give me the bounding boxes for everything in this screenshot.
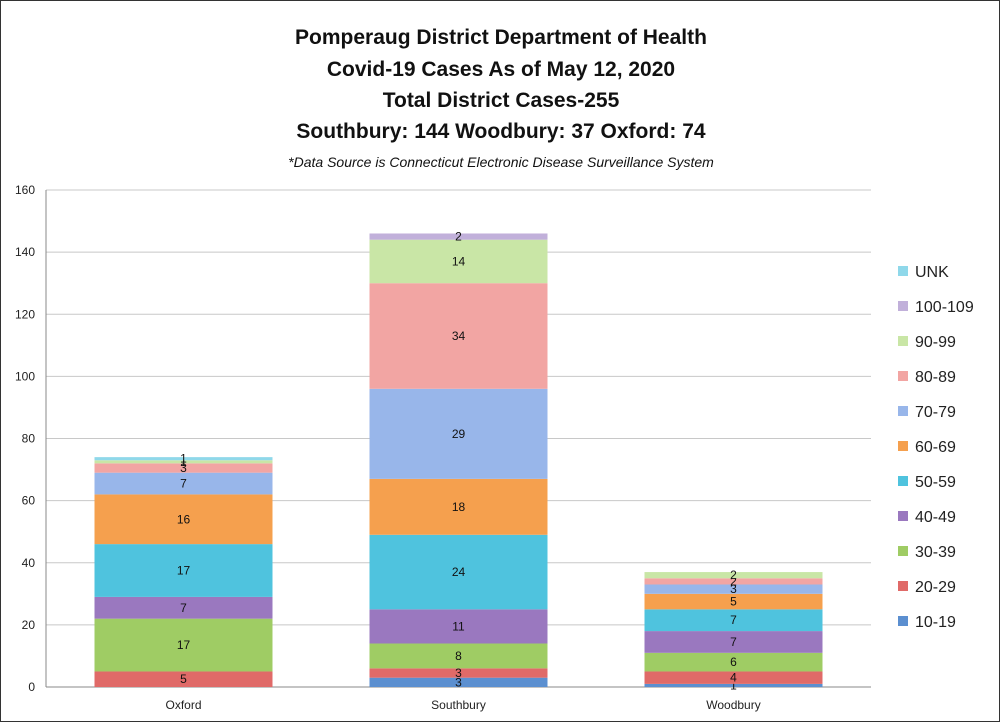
data-label: 2 xyxy=(455,230,462,244)
legend-swatch xyxy=(898,336,908,346)
y-tick-label: 0 xyxy=(28,680,35,694)
data-label: 7 xyxy=(180,601,187,615)
bar-segment xyxy=(94,463,273,473)
data-label: 1 xyxy=(180,455,187,469)
bar-segment xyxy=(644,683,823,687)
legend-swatch xyxy=(898,616,908,626)
data-label: 1 xyxy=(180,452,187,466)
data-label: 5 xyxy=(180,672,187,686)
bar-segment xyxy=(644,671,823,684)
bar-segment xyxy=(94,494,273,545)
bar-segment xyxy=(644,584,823,594)
data-label: 3 xyxy=(180,461,187,475)
data-label: 3 xyxy=(455,675,462,689)
data-label: 3 xyxy=(730,582,737,596)
data-label: 5 xyxy=(730,595,737,609)
bar-segment xyxy=(369,478,548,535)
y-tick-label: 160 xyxy=(15,183,35,197)
data-label: 17 xyxy=(177,564,191,578)
chart-title-line-4: Southbury: 144 Woodbury: 37 Oxford: 74 xyxy=(296,120,706,143)
data-label: 2 xyxy=(730,568,737,582)
legend-swatch xyxy=(898,406,908,416)
bar-segment xyxy=(369,643,548,669)
bar-segment xyxy=(94,544,273,597)
legend-swatch xyxy=(898,441,908,451)
bar-segment xyxy=(369,233,548,240)
y-tick-label: 20 xyxy=(22,618,36,632)
data-source-note: *Data Source is Connecticut Electronic D… xyxy=(288,154,714,170)
bar-segment xyxy=(94,460,273,464)
bar-segment xyxy=(644,609,823,632)
bar-segment xyxy=(369,677,548,687)
data-label: 24 xyxy=(452,565,466,579)
bar-segment xyxy=(644,578,823,585)
data-label: 7 xyxy=(730,635,737,649)
y-tick-label: 100 xyxy=(15,369,35,383)
data-label: 4 xyxy=(730,671,737,685)
bar-segment xyxy=(369,534,548,610)
legend-swatch xyxy=(898,371,908,381)
bar-segment xyxy=(94,457,273,461)
legend-label: 30-39 xyxy=(915,544,956,561)
y-tick-label: 140 xyxy=(15,245,35,259)
legend-label: 20-29 xyxy=(915,579,956,596)
x-tick-label: Woodbury xyxy=(706,698,760,712)
data-label: 8 xyxy=(455,649,462,663)
data-label: 29 xyxy=(452,427,466,441)
bar-segment xyxy=(369,668,548,678)
data-label: 14 xyxy=(452,254,466,268)
bar-segment xyxy=(369,388,548,479)
bar-segment xyxy=(369,609,548,644)
data-label: 2 xyxy=(730,574,737,588)
legend-label: 50-59 xyxy=(915,474,956,491)
x-tick-label: Southbury xyxy=(431,698,486,712)
bar-segment xyxy=(644,593,823,610)
bar-segment xyxy=(94,596,273,619)
bar-segment xyxy=(94,472,273,495)
data-label: 7 xyxy=(730,613,737,627)
legend-label: UNK xyxy=(915,264,949,281)
legend-label: 40-49 xyxy=(915,509,956,526)
data-label: 3 xyxy=(455,666,462,680)
data-label: 7 xyxy=(180,477,187,491)
legend-label: 80-89 xyxy=(915,369,956,386)
y-tick-label: 80 xyxy=(22,432,36,446)
legend-swatch xyxy=(898,301,908,311)
data-label: 34 xyxy=(452,329,466,343)
chart-title-line-2: Covid-19 Cases As of May 12, 2020 xyxy=(326,58,676,81)
data-label: 1 xyxy=(730,678,737,692)
bar-segment xyxy=(644,631,823,653)
legend-label: 10-19 xyxy=(915,614,956,631)
bar-segment xyxy=(94,618,273,672)
legend-label: 60-69 xyxy=(915,439,956,456)
legend-swatch xyxy=(898,476,908,486)
data-label: 11 xyxy=(452,619,465,633)
y-tick-label: 60 xyxy=(22,494,36,508)
legend-label: 100-109 xyxy=(915,299,974,316)
bar-segment xyxy=(369,283,548,389)
legend-swatch xyxy=(898,266,908,276)
data-label: 6 xyxy=(730,655,737,669)
data-label: 17 xyxy=(177,638,191,652)
chart-title-line-1: Pomperaug District Department of Health xyxy=(295,26,707,49)
legend-swatch xyxy=(898,546,908,556)
bar-segment xyxy=(644,572,823,579)
bar-segment xyxy=(369,239,548,284)
legend-label: 70-79 xyxy=(915,404,956,421)
chart-title-line-3: Total District Cases-255 xyxy=(382,89,620,112)
bar-segment xyxy=(94,671,273,687)
legend-swatch xyxy=(898,511,908,521)
bar-segment xyxy=(644,652,823,672)
legend-label: 90-99 xyxy=(915,334,956,351)
x-tick-label: Oxford xyxy=(165,698,201,712)
legend-swatch xyxy=(898,581,908,591)
y-tick-label: 120 xyxy=(15,307,35,321)
data-label: 18 xyxy=(452,500,466,514)
y-tick-label: 40 xyxy=(22,556,36,570)
data-label: 16 xyxy=(177,512,191,526)
